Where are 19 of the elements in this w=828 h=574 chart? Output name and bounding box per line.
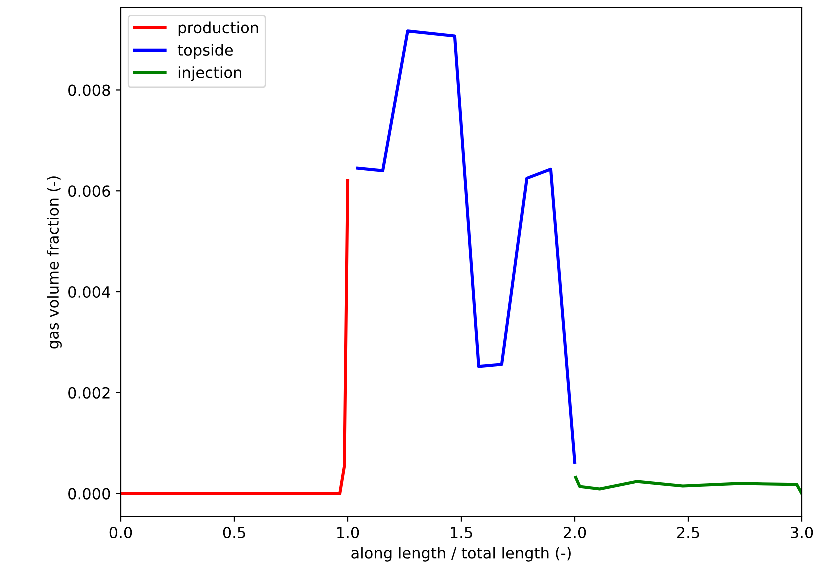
y-tick-label: 0.008: [68, 84, 110, 96]
y-axis-title: gas volume fraction (-): [47, 176, 62, 349]
x-tick-label: 1.0: [338, 526, 360, 539]
y-tick-label: 0.004: [68, 286, 110, 298]
line-series: [574, 476, 802, 496]
legend-label: production: [178, 22, 258, 37]
line-series: [356, 30, 577, 464]
x-tick-label: 0.5: [223, 526, 246, 539]
x-tick-label: 3.0: [791, 526, 814, 539]
x-tick-label: 0.0: [110, 526, 132, 539]
y-tick-label: 0.002: [68, 387, 110, 399]
y-tick-label: 0.000: [68, 488, 110, 500]
x-tick-label: 2.0: [564, 526, 586, 539]
x-tick-label: 1.5: [451, 527, 472, 539]
x-tick-label: 2.5: [677, 526, 700, 539]
legend-label: topside: [178, 44, 234, 59]
y-tick-label: 0.006: [68, 186, 110, 198]
x-axis-title: along length / total length (-): [352, 547, 571, 562]
legend-label: injection: [178, 66, 242, 82]
